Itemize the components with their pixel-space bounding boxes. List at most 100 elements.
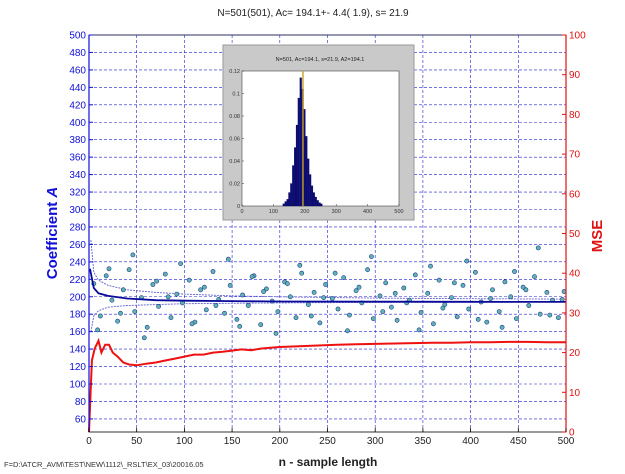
histogram-bars [282, 71, 323, 207]
sample-point [514, 316, 519, 321]
inset-title: N=501, Ac=194.1, s=21.9, A2=194.1 [276, 57, 365, 63]
sample-point [240, 292, 245, 298]
y-tick-label: 240 [69, 257, 86, 268]
sample-point [346, 312, 352, 318]
sample-point [103, 273, 109, 279]
histogram-y-tick-label: 0.12 [229, 69, 240, 75]
histogram-bar [292, 165, 295, 207]
left-ticks: 60 80 100 120 140 160 180 200 220 240 260 280 300 320… [69, 31, 93, 425]
y2-tick-label: 80 [569, 110, 581, 121]
sample-point [490, 287, 495, 293]
sample-point [425, 290, 431, 296]
histogram-bar [312, 192, 315, 207]
sample-point [416, 327, 422, 333]
sample-point [392, 290, 398, 296]
y2-tick-label: 30 [569, 308, 581, 319]
histogram-bar [288, 192, 291, 207]
histogram-bar [282, 203, 285, 207]
sample-point [496, 309, 502, 314]
histogram-bar [305, 136, 308, 207]
sample-point [556, 315, 561, 321]
sample-point [329, 296, 335, 301]
sample-point [321, 295, 327, 300]
y-axis-label-symbol: A [44, 187, 61, 199]
sample-point [273, 330, 279, 336]
y-axis-label-prefix: Coefficient [44, 202, 61, 280]
y2-axis-label: MSE [589, 220, 606, 253]
sample-point [225, 256, 231, 262]
sample-point [249, 274, 255, 280]
sample-point [95, 327, 100, 333]
histogram-y-tick-label: 0.06 [229, 137, 240, 143]
x-tick-label: 100 [176, 436, 193, 447]
sample-point [488, 296, 493, 301]
sample-point [305, 302, 311, 307]
sample-point [144, 324, 150, 330]
x-axis-label: n - sample length [279, 455, 378, 469]
footer-path: F=D:\ATCR_AVM\TEST\NEW\1112\_RSLT\EX_03\… [4, 460, 204, 469]
y-tick-label: 440 [69, 83, 86, 94]
sample-point [377, 293, 383, 299]
sample-point [210, 269, 216, 274]
sample-point [245, 303, 251, 308]
sample-point [234, 316, 240, 322]
y-tick-label: 200 [69, 292, 86, 303]
sample-point [451, 280, 457, 286]
x-tick-label: 450 [510, 436, 527, 447]
y2-tick-label: 100 [569, 31, 586, 42]
sample-point [449, 295, 454, 300]
sample-point [365, 267, 370, 273]
sample-point [98, 313, 103, 319]
sample-point [475, 316, 481, 322]
sample-point [466, 306, 472, 312]
sample-point [287, 294, 293, 300]
sample-point [258, 322, 264, 328]
histogram-ticks: 0 100 200 300 400 500 0 0.02 0.04 0.06 0.08 0.1 0.12 [229, 69, 403, 215]
y-tick-label: 160 [69, 327, 86, 338]
sample-point [332, 270, 338, 276]
y-tick-label: 480 [69, 48, 86, 59]
sample-point [323, 282, 328, 287]
histogram-x-tick-label: 200 [300, 209, 309, 215]
histogram-bar [316, 200, 319, 207]
sample-point [512, 269, 517, 274]
sample-point [436, 277, 442, 283]
sample-point [186, 277, 192, 283]
y-tick-label: 360 [69, 153, 86, 164]
sample-point [189, 321, 195, 327]
sample-point [428, 263, 433, 269]
sample-point [141, 335, 147, 341]
y2-tick-label: 40 [569, 269, 581, 280]
y-tick-label: 80 [75, 397, 87, 408]
sample-point [154, 278, 160, 284]
sample-point [523, 287, 529, 293]
sample-point [227, 282, 233, 288]
y-tick-label: 280 [69, 222, 86, 233]
histogram-bar [303, 109, 306, 207]
sample-point [440, 305, 446, 311]
sample-point [118, 310, 123, 316]
sample-point [508, 294, 514, 300]
sample-point [115, 318, 120, 324]
sample-point [418, 310, 424, 315]
y-tick-label: 180 [69, 310, 86, 321]
y-tick-label: 300 [69, 205, 86, 216]
sample-points [91, 245, 567, 341]
x-tick-label: 500 [558, 436, 575, 447]
sample-point [237, 323, 243, 329]
y-tick-label: 460 [69, 65, 86, 76]
y-tick-label: 220 [69, 275, 86, 286]
histogram-bar [307, 158, 310, 207]
y-tick-label: 260 [69, 240, 86, 251]
sample-point [502, 279, 508, 285]
sample-point [275, 309, 281, 314]
histogram-x-tick-label: 400 [363, 209, 372, 215]
sample-point [178, 261, 183, 266]
histogram-inset: N=501, Ac=194.1, s=21.9, A2=194.1 0 100 20… [222, 44, 415, 221]
sample-point [370, 316, 376, 321]
y-axis-label: Coefficient A [44, 187, 61, 280]
y2-tick-label: 60 [569, 189, 581, 200]
inset-plot-area [241, 70, 400, 207]
figure-title: N=501(501), Ac= 194.1+- 4.4( 1.9), s= 21… [217, 8, 409, 19]
y2-tick-label: 20 [569, 348, 581, 359]
